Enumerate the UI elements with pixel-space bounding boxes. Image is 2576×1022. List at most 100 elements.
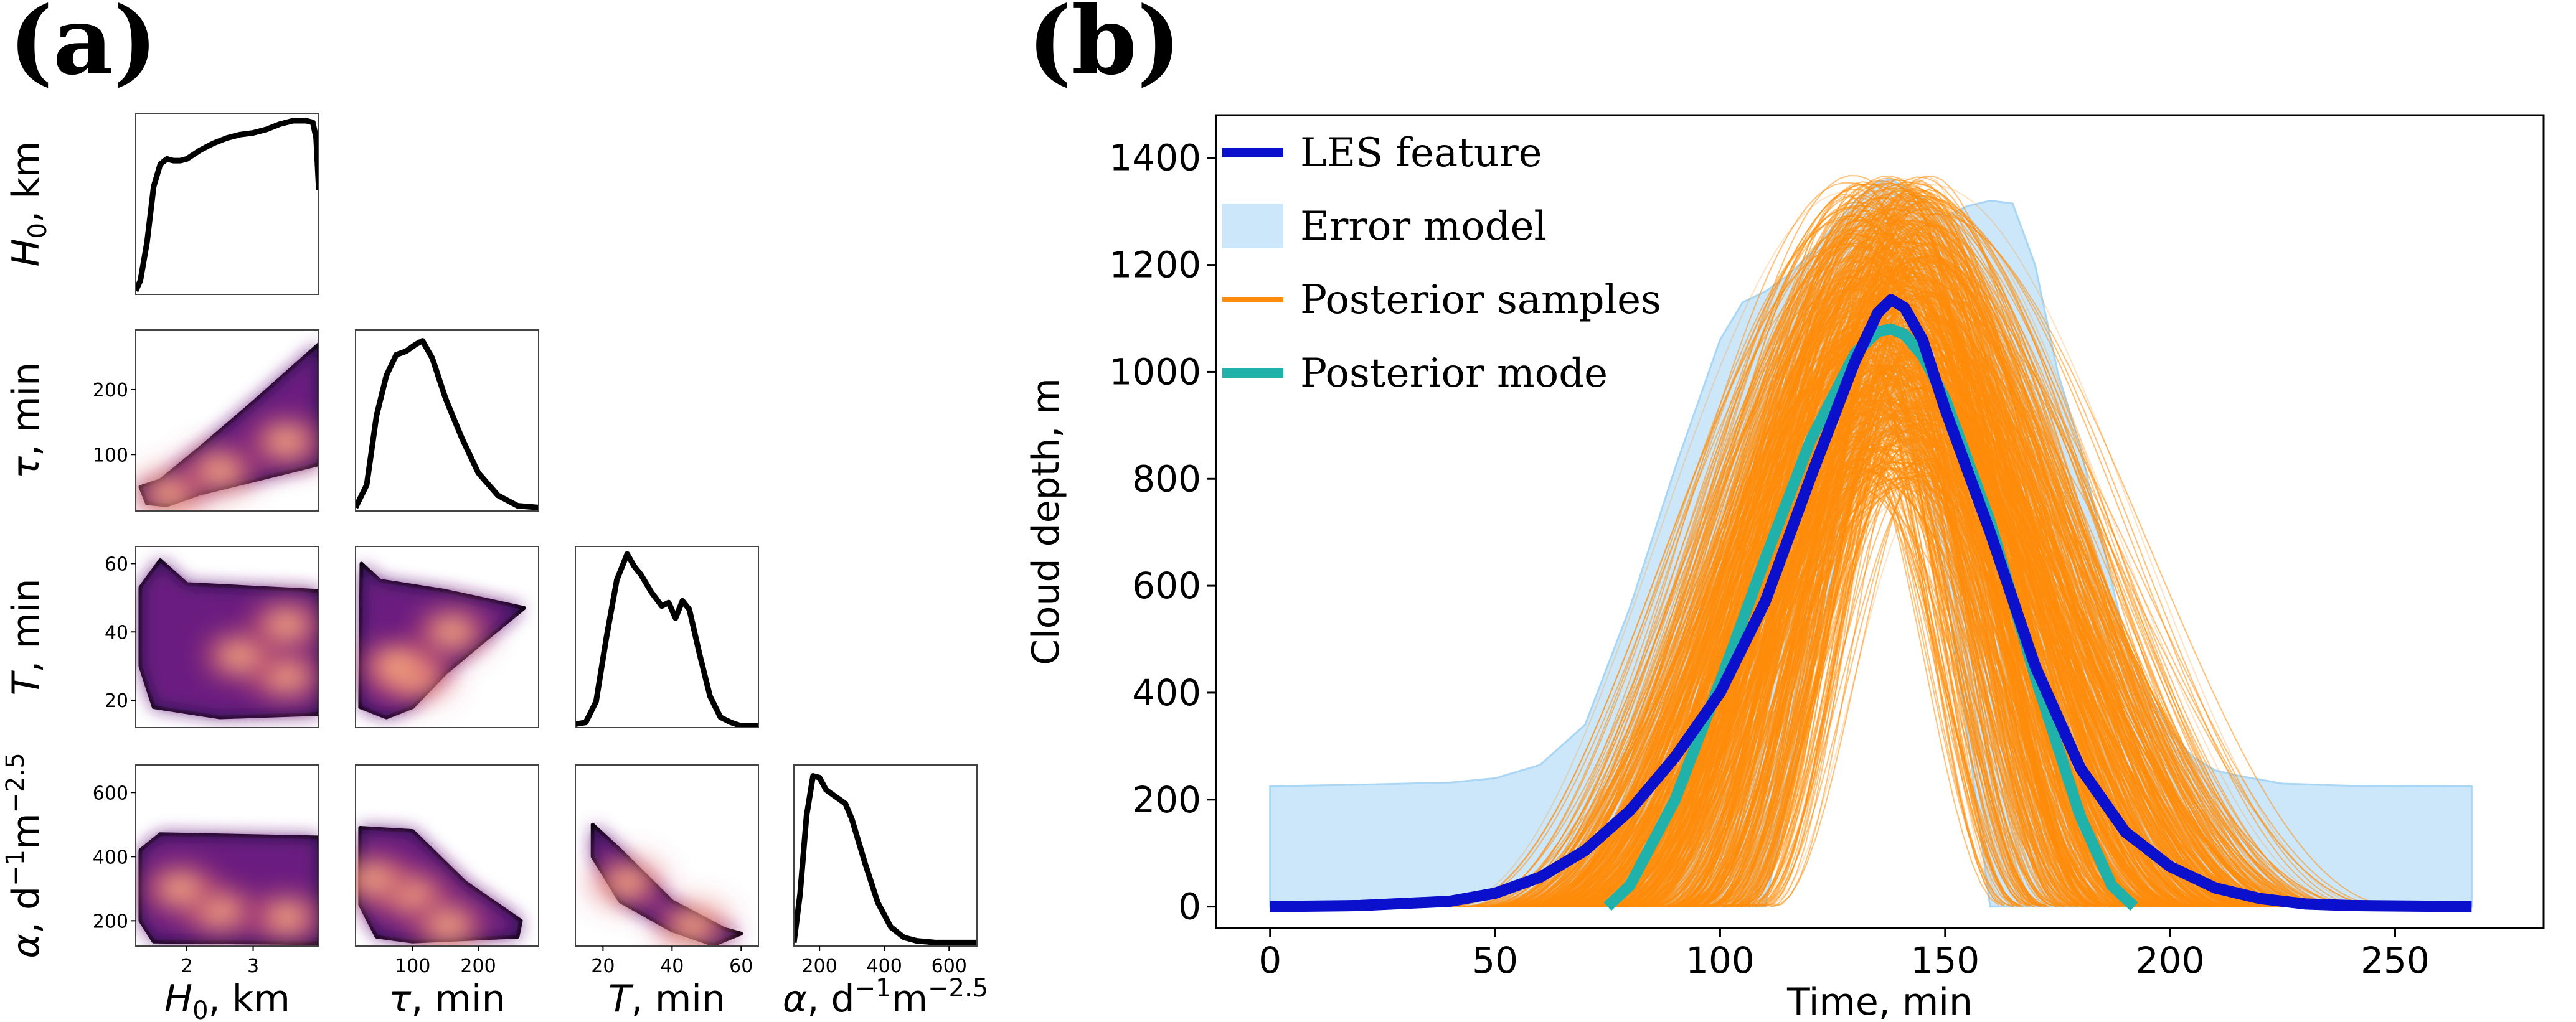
posterior-sample-line xyxy=(1694,189,2163,907)
y-axis-label: τ, min xyxy=(4,362,48,479)
posterior-sample-line xyxy=(1579,386,2201,907)
subplot-frame xyxy=(355,329,539,512)
marginal-1 xyxy=(356,338,539,510)
x-axis-label: τ, min xyxy=(389,977,505,1021)
posterior-sample-line xyxy=(1513,256,2225,907)
superscript: −2.5 xyxy=(1,752,30,813)
unit: , min xyxy=(411,977,505,1021)
x-axis-label: H0, km xyxy=(164,977,290,1022)
posterior-sample-line xyxy=(1689,411,2059,907)
posterior-sample-line xyxy=(1522,432,2252,907)
posterior-sample-line xyxy=(1765,175,2108,907)
posterior-sample-line xyxy=(1554,240,2121,907)
posterior-sample-line xyxy=(1700,466,2034,907)
y-tick-label: 100 xyxy=(93,444,128,466)
unit: , min xyxy=(4,579,48,673)
x-tick-label: 100 xyxy=(395,955,430,977)
posterior-sample-line xyxy=(1747,424,2107,907)
posterior-sample-line xyxy=(1609,298,2213,907)
posterior-sample-line xyxy=(1704,266,2011,907)
y-axis-label: T, min xyxy=(4,579,48,696)
panel-label-b: (b) xyxy=(1027,0,1181,96)
marginal-3 xyxy=(794,773,977,945)
marginal-density-line xyxy=(356,338,539,510)
posterior-sample-line xyxy=(1598,459,2220,907)
unit: , km xyxy=(209,977,290,1021)
posterior-sample-line xyxy=(1609,424,2150,907)
posterior-sample-line xyxy=(1443,191,2235,907)
posterior-sample-line xyxy=(1618,175,2195,907)
posterior-sample-line xyxy=(1634,186,2112,907)
y-tick-label: 600 xyxy=(1132,565,1201,607)
subplot-frame xyxy=(135,764,319,947)
x-tick-label: 40 xyxy=(660,955,684,977)
subscript: 0 xyxy=(192,996,208,1022)
posterior-sample-line xyxy=(1603,189,2278,907)
subscript: 0 xyxy=(24,223,52,238)
legend-entry: Posterior samples xyxy=(1300,277,1661,323)
x-tick-label: 200 xyxy=(460,955,496,977)
x-axis-label: Time, min xyxy=(1786,980,1973,1022)
y-axis-label: H0, km xyxy=(4,141,52,267)
posterior-sample-line xyxy=(1628,485,2088,907)
x-tick-label: 0 xyxy=(1258,939,1281,982)
posterior-sample-line xyxy=(1527,253,2212,907)
posterior-sample-line xyxy=(1529,457,2232,907)
x-tick-label: 600 xyxy=(932,955,967,977)
y-axis-label: α, d−1m−2.5 xyxy=(1,752,48,958)
legend-swatch-patch xyxy=(1222,204,1283,248)
posterior-sample-line xyxy=(1706,398,2165,907)
subplot-frame xyxy=(355,764,539,947)
y-tick-label: 400 xyxy=(93,846,128,868)
x-axis-label: T, min xyxy=(608,977,725,1021)
y-tick-label: 1400 xyxy=(1109,137,1201,179)
posterior-sample-line xyxy=(1635,232,2185,907)
y-tick-label: 60 xyxy=(105,553,128,575)
posterior-sample-line xyxy=(1569,466,2163,907)
posterior-sample-line xyxy=(1667,274,2019,907)
x-tick-label: 200 xyxy=(2136,939,2205,982)
legend-entry: LES feature xyxy=(1300,130,1542,176)
posterior-samples xyxy=(1443,175,2396,907)
density-hotspot xyxy=(176,443,264,499)
posterior-sample-line xyxy=(1544,352,2273,907)
joint-0-1 xyxy=(136,342,319,511)
x-tick-label: 3 xyxy=(247,955,259,977)
posterior-sample-line xyxy=(1637,248,2124,907)
unit: , d xyxy=(4,886,48,934)
symbol: τ xyxy=(4,456,48,479)
subplot-frame xyxy=(575,546,759,728)
posterior-sample-line xyxy=(1593,347,2224,907)
posterior-sample-line xyxy=(1752,315,2113,907)
posterior-sample-line xyxy=(1648,243,2216,907)
posterior-sample-line xyxy=(1646,291,2196,907)
y-tick-label: 200 xyxy=(1132,779,1201,821)
posterior-sample-line xyxy=(1638,201,2115,907)
posterior-sample-line xyxy=(1664,294,2106,907)
posterior-sample-line xyxy=(1529,233,2286,907)
subplot-frame xyxy=(135,329,319,512)
corner-plot: 100 200 20 40 60 200 400 600 2 3 100 200 20 40 60 200 40… xyxy=(1,113,988,1022)
posterior-sample-line xyxy=(1715,445,2049,907)
density-hotspot xyxy=(408,604,496,660)
y-tick-label: 20 xyxy=(105,690,128,712)
posterior-sample-line xyxy=(1614,274,2209,907)
posterior-sample-line xyxy=(1463,205,2328,907)
posterior-sample-line xyxy=(1569,251,2190,907)
posterior-sample-line xyxy=(1537,291,2203,907)
posterior-sample-line xyxy=(1490,205,2193,907)
posterior-sample-line xyxy=(1714,236,2039,907)
posterior-sample-line xyxy=(1652,223,2121,907)
density-hotspot xyxy=(405,898,493,946)
les-feature-line xyxy=(1270,294,2472,912)
posterior-sample-line xyxy=(1593,418,2152,907)
subplot-frame xyxy=(135,113,319,295)
joint-0-3 xyxy=(136,832,319,946)
symbol: H xyxy=(164,977,192,1021)
posterior-sample-line xyxy=(1630,478,2143,907)
joint-1-3 xyxy=(356,825,523,946)
density-hotspot xyxy=(583,854,671,911)
x-tick-label: 250 xyxy=(2361,939,2430,982)
posterior-sample-line xyxy=(1505,183,2280,907)
posterior-sample-line xyxy=(1630,408,2116,907)
